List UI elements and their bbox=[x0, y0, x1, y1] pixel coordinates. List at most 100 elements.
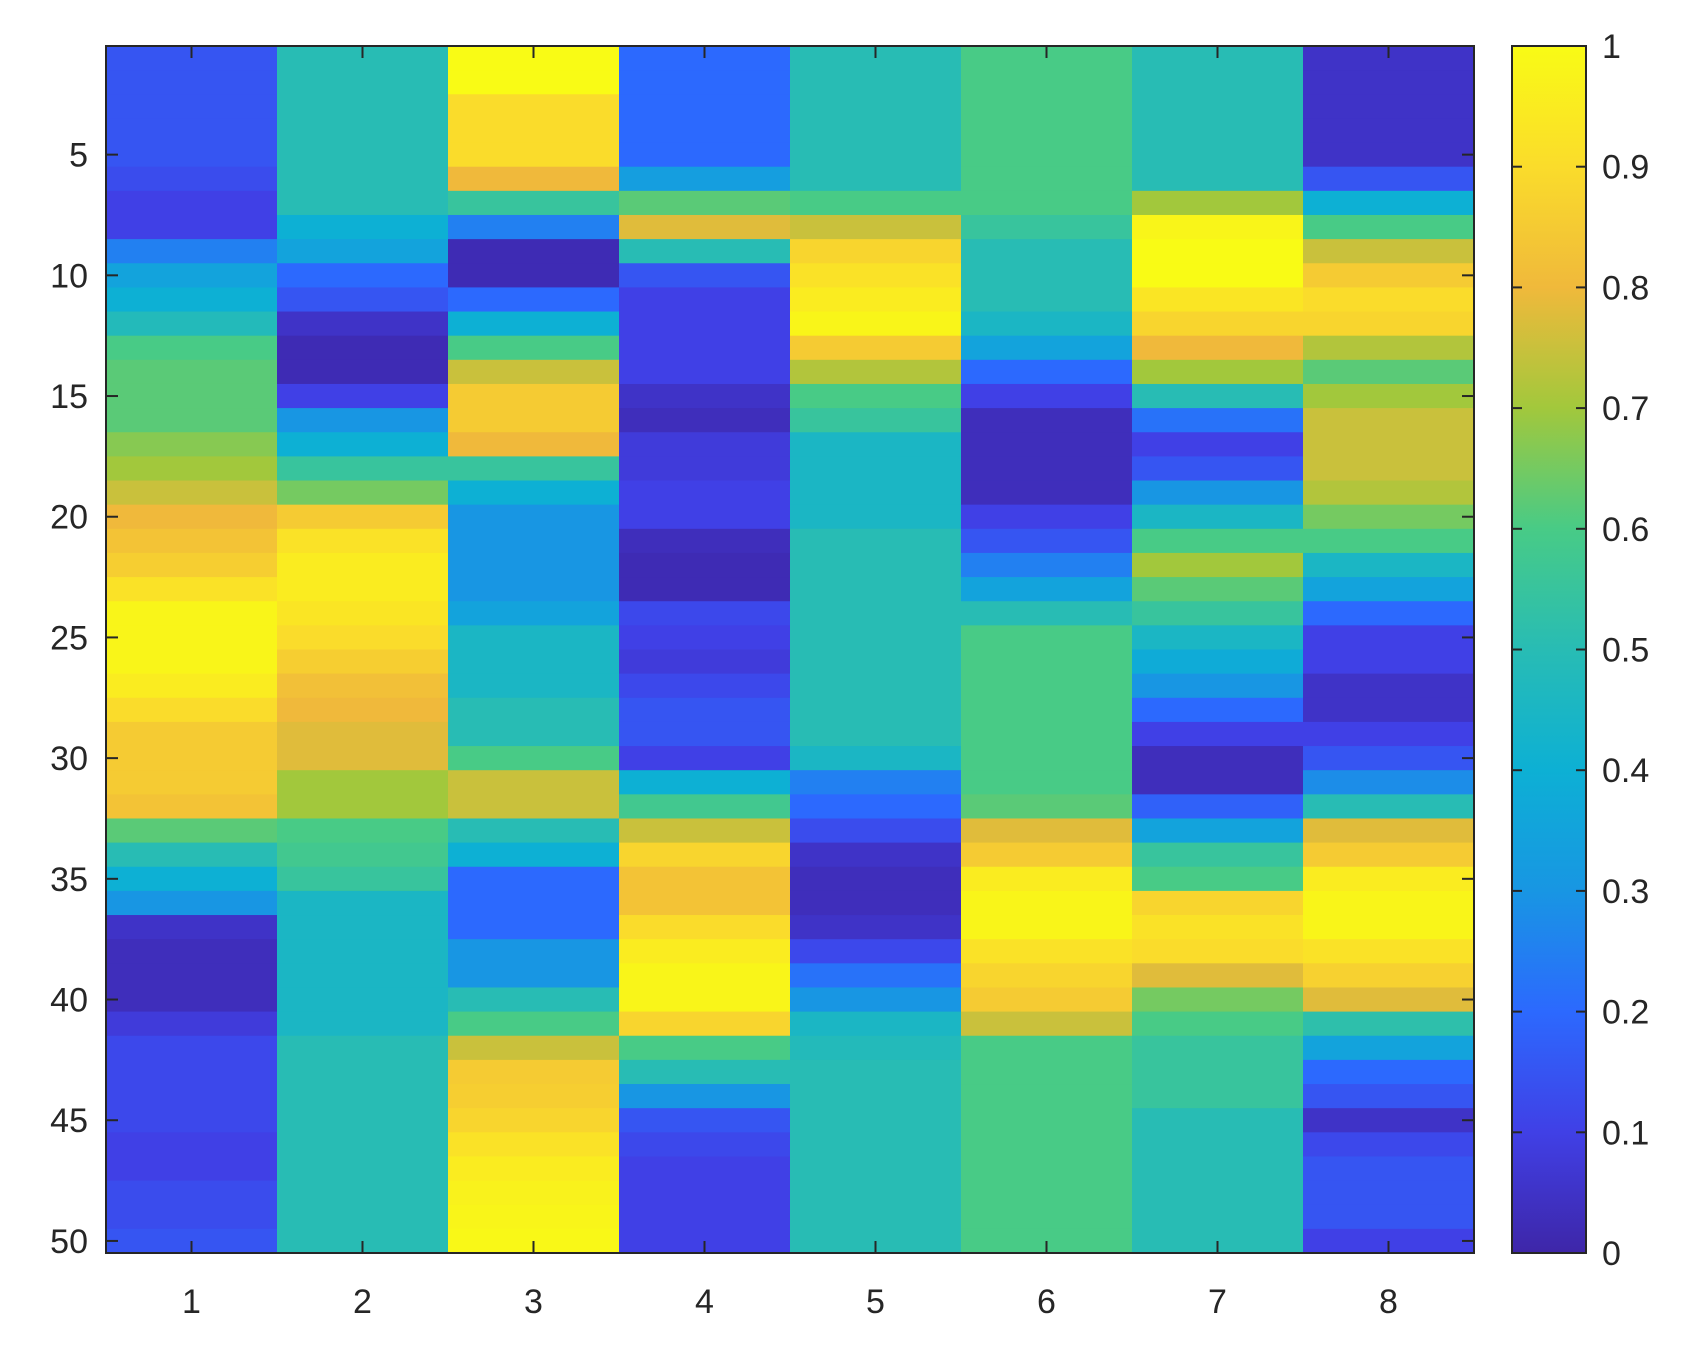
heatmap-cell bbox=[106, 552, 278, 578]
heatmap-cell bbox=[790, 842, 962, 868]
heatmap-cell bbox=[961, 673, 1133, 699]
heatmap-cell bbox=[448, 770, 620, 795]
heatmap-cell bbox=[790, 383, 962, 409]
colorbar-tick-label: 0.9 bbox=[1602, 149, 1649, 187]
heatmap-cell bbox=[1132, 649, 1304, 675]
heatmap-cell bbox=[277, 552, 449, 578]
heatmap-cell bbox=[619, 214, 791, 240]
heatmap-cell bbox=[277, 697, 449, 723]
colorbar-tick-label: 0.3 bbox=[1602, 873, 1649, 911]
heatmap-cell bbox=[619, 432, 791, 457]
heatmap-cell bbox=[790, 1108, 962, 1133]
heatmap-cell bbox=[1132, 528, 1304, 554]
heatmap-cell bbox=[619, 239, 791, 264]
colorbar-tick-label: 0.4 bbox=[1602, 752, 1649, 790]
heatmap-cell bbox=[277, 239, 449, 264]
heatmap-cell bbox=[790, 214, 962, 240]
heatmap-cell bbox=[790, 697, 962, 723]
heatmap-cell bbox=[790, 890, 962, 916]
heatmap-cell bbox=[619, 263, 791, 288]
heatmap-cell bbox=[106, 697, 278, 723]
heatmap-cell bbox=[1132, 939, 1304, 964]
heatmap-cell bbox=[619, 1180, 791, 1206]
heatmap-cell bbox=[961, 142, 1133, 168]
heatmap-cell bbox=[448, 383, 620, 409]
heatmap-cell bbox=[961, 890, 1133, 916]
heatmap-cell bbox=[277, 818, 449, 844]
heatmap-cell bbox=[448, 987, 620, 1013]
heatmap-cell bbox=[619, 70, 791, 95]
heatmap-cell bbox=[619, 408, 791, 433]
heatmap-cell bbox=[790, 673, 962, 699]
heatmap-cell bbox=[448, 311, 620, 337]
heatmap-cell bbox=[790, 1035, 962, 1061]
colorbar-tick-label: 0.2 bbox=[1602, 994, 1649, 1032]
heatmap-cell bbox=[961, 214, 1133, 240]
heatmap-cell bbox=[790, 528, 962, 554]
heatmap-cell bbox=[961, 625, 1133, 651]
heatmap-cell bbox=[1303, 818, 1475, 844]
heatmap-cell bbox=[1132, 1035, 1304, 1061]
heatmap-cell bbox=[1303, 794, 1475, 820]
heatmap-cell bbox=[619, 625, 791, 651]
heatmap-cell bbox=[106, 721, 278, 747]
heatmap-cell bbox=[448, 118, 620, 144]
heatmap-cell bbox=[106, 359, 278, 385]
heatmap-cell bbox=[448, 214, 620, 240]
heatmap-cell bbox=[277, 359, 449, 385]
heatmap-cell bbox=[1303, 552, 1475, 578]
heatmap-cell bbox=[790, 70, 962, 95]
heatmap-cell bbox=[448, 673, 620, 699]
heatmap-cell bbox=[448, 239, 620, 264]
heatmap-cell bbox=[448, 528, 620, 554]
heatmap-cell bbox=[961, 963, 1133, 989]
colorbar-tick-labels: 0 0.1 0.2 0.3 0.4 0.5 0.6 0.7 0.8 0.9 1 bbox=[1602, 28, 1649, 1273]
heatmap-cell bbox=[1132, 721, 1304, 747]
heatmap-cell bbox=[790, 335, 962, 361]
heatmap-cell bbox=[277, 335, 449, 361]
heatmap-cell bbox=[619, 915, 791, 940]
heatmap-cell bbox=[790, 1132, 962, 1158]
heatmap-cell bbox=[1303, 625, 1475, 651]
heatmap-cell bbox=[790, 939, 962, 964]
heatmap-cell bbox=[106, 890, 278, 916]
heatmap-cell bbox=[277, 528, 449, 554]
heatmap-cell bbox=[106, 915, 278, 940]
heatmap-cell bbox=[790, 818, 962, 844]
heatmap-cell bbox=[1132, 625, 1304, 651]
heatmap-cell bbox=[106, 190, 278, 216]
heatmap-cell bbox=[961, 311, 1133, 337]
heatmap-cell bbox=[106, 214, 278, 240]
heatmap-cell bbox=[961, 1059, 1133, 1085]
heatmap-cell bbox=[106, 94, 278, 120]
heatmap-cell bbox=[790, 721, 962, 747]
heatmap-cell bbox=[619, 963, 791, 989]
heatmap-cell bbox=[1303, 866, 1475, 892]
colorbar-ticks bbox=[1512, 45, 1586, 1254]
heatmap-cell bbox=[277, 118, 449, 144]
heatmap-cell bbox=[277, 166, 449, 192]
heatmap-cell bbox=[448, 166, 620, 192]
heatmap-cell bbox=[277, 746, 449, 771]
heatmap-cell bbox=[961, 359, 1133, 385]
heatmap-cell bbox=[1132, 311, 1304, 337]
heatmap-cell bbox=[106, 311, 278, 337]
heatmap-cell bbox=[1132, 601, 1304, 626]
heatmap-cell bbox=[448, 1059, 620, 1085]
heatmap-cell bbox=[1303, 239, 1475, 264]
heatmap-cell bbox=[961, 866, 1133, 892]
y-tick-label: 50 bbox=[50, 1223, 88, 1261]
heatmap-cell bbox=[961, 383, 1133, 409]
heatmap-cell bbox=[1132, 1204, 1304, 1230]
heatmap-cell bbox=[106, 166, 278, 192]
heatmap-cell bbox=[106, 1156, 278, 1182]
heatmap-cell bbox=[1132, 214, 1304, 240]
heatmap-cell bbox=[961, 504, 1133, 530]
heatmap-cell bbox=[1303, 142, 1475, 168]
heatmap-cell bbox=[790, 1059, 962, 1085]
heatmap-cell bbox=[619, 1156, 791, 1182]
heatmap-cell bbox=[448, 842, 620, 868]
heatmap-cell bbox=[1132, 1132, 1304, 1158]
heatmap-cell bbox=[448, 1204, 620, 1230]
heatmap-cell bbox=[1132, 432, 1304, 457]
